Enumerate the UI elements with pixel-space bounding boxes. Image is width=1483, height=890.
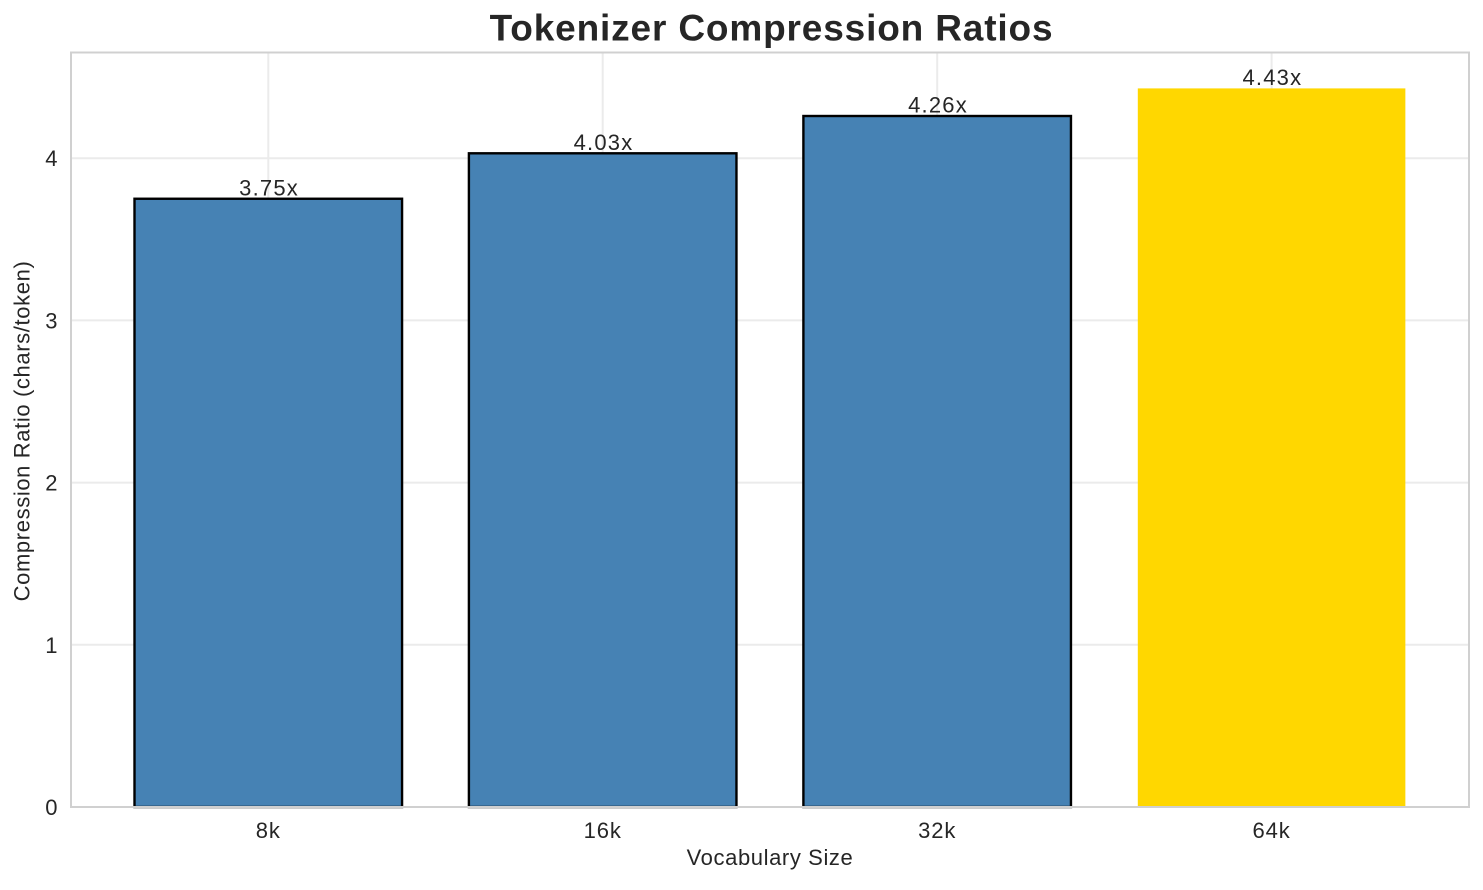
svg-text:1: 1 — [45, 633, 57, 658]
svg-text:2: 2 — [45, 471, 57, 496]
svg-text:64k: 64k — [1253, 818, 1291, 843]
svg-text:Tokenizer Compression Ratios: Tokenizer Compression Ratios — [490, 8, 1054, 49]
svg-text:4: 4 — [45, 146, 57, 171]
svg-text:4.26x: 4.26x — [908, 93, 968, 118]
svg-text:4.03x: 4.03x — [574, 130, 634, 155]
svg-text:16k: 16k — [584, 818, 622, 843]
svg-text:3.75x: 3.75x — [239, 175, 299, 200]
svg-text:8k: 8k — [256, 818, 281, 843]
svg-text:0: 0 — [45, 795, 57, 820]
svg-text:4.43x: 4.43x — [1242, 65, 1302, 90]
svg-text:Vocabulary Size: Vocabulary Size — [687, 845, 854, 870]
svg-text:3: 3 — [45, 308, 57, 333]
svg-text:32k: 32k — [918, 818, 956, 843]
svg-text:Compression Ratio (chars/token: Compression Ratio (chars/token) — [10, 261, 35, 602]
